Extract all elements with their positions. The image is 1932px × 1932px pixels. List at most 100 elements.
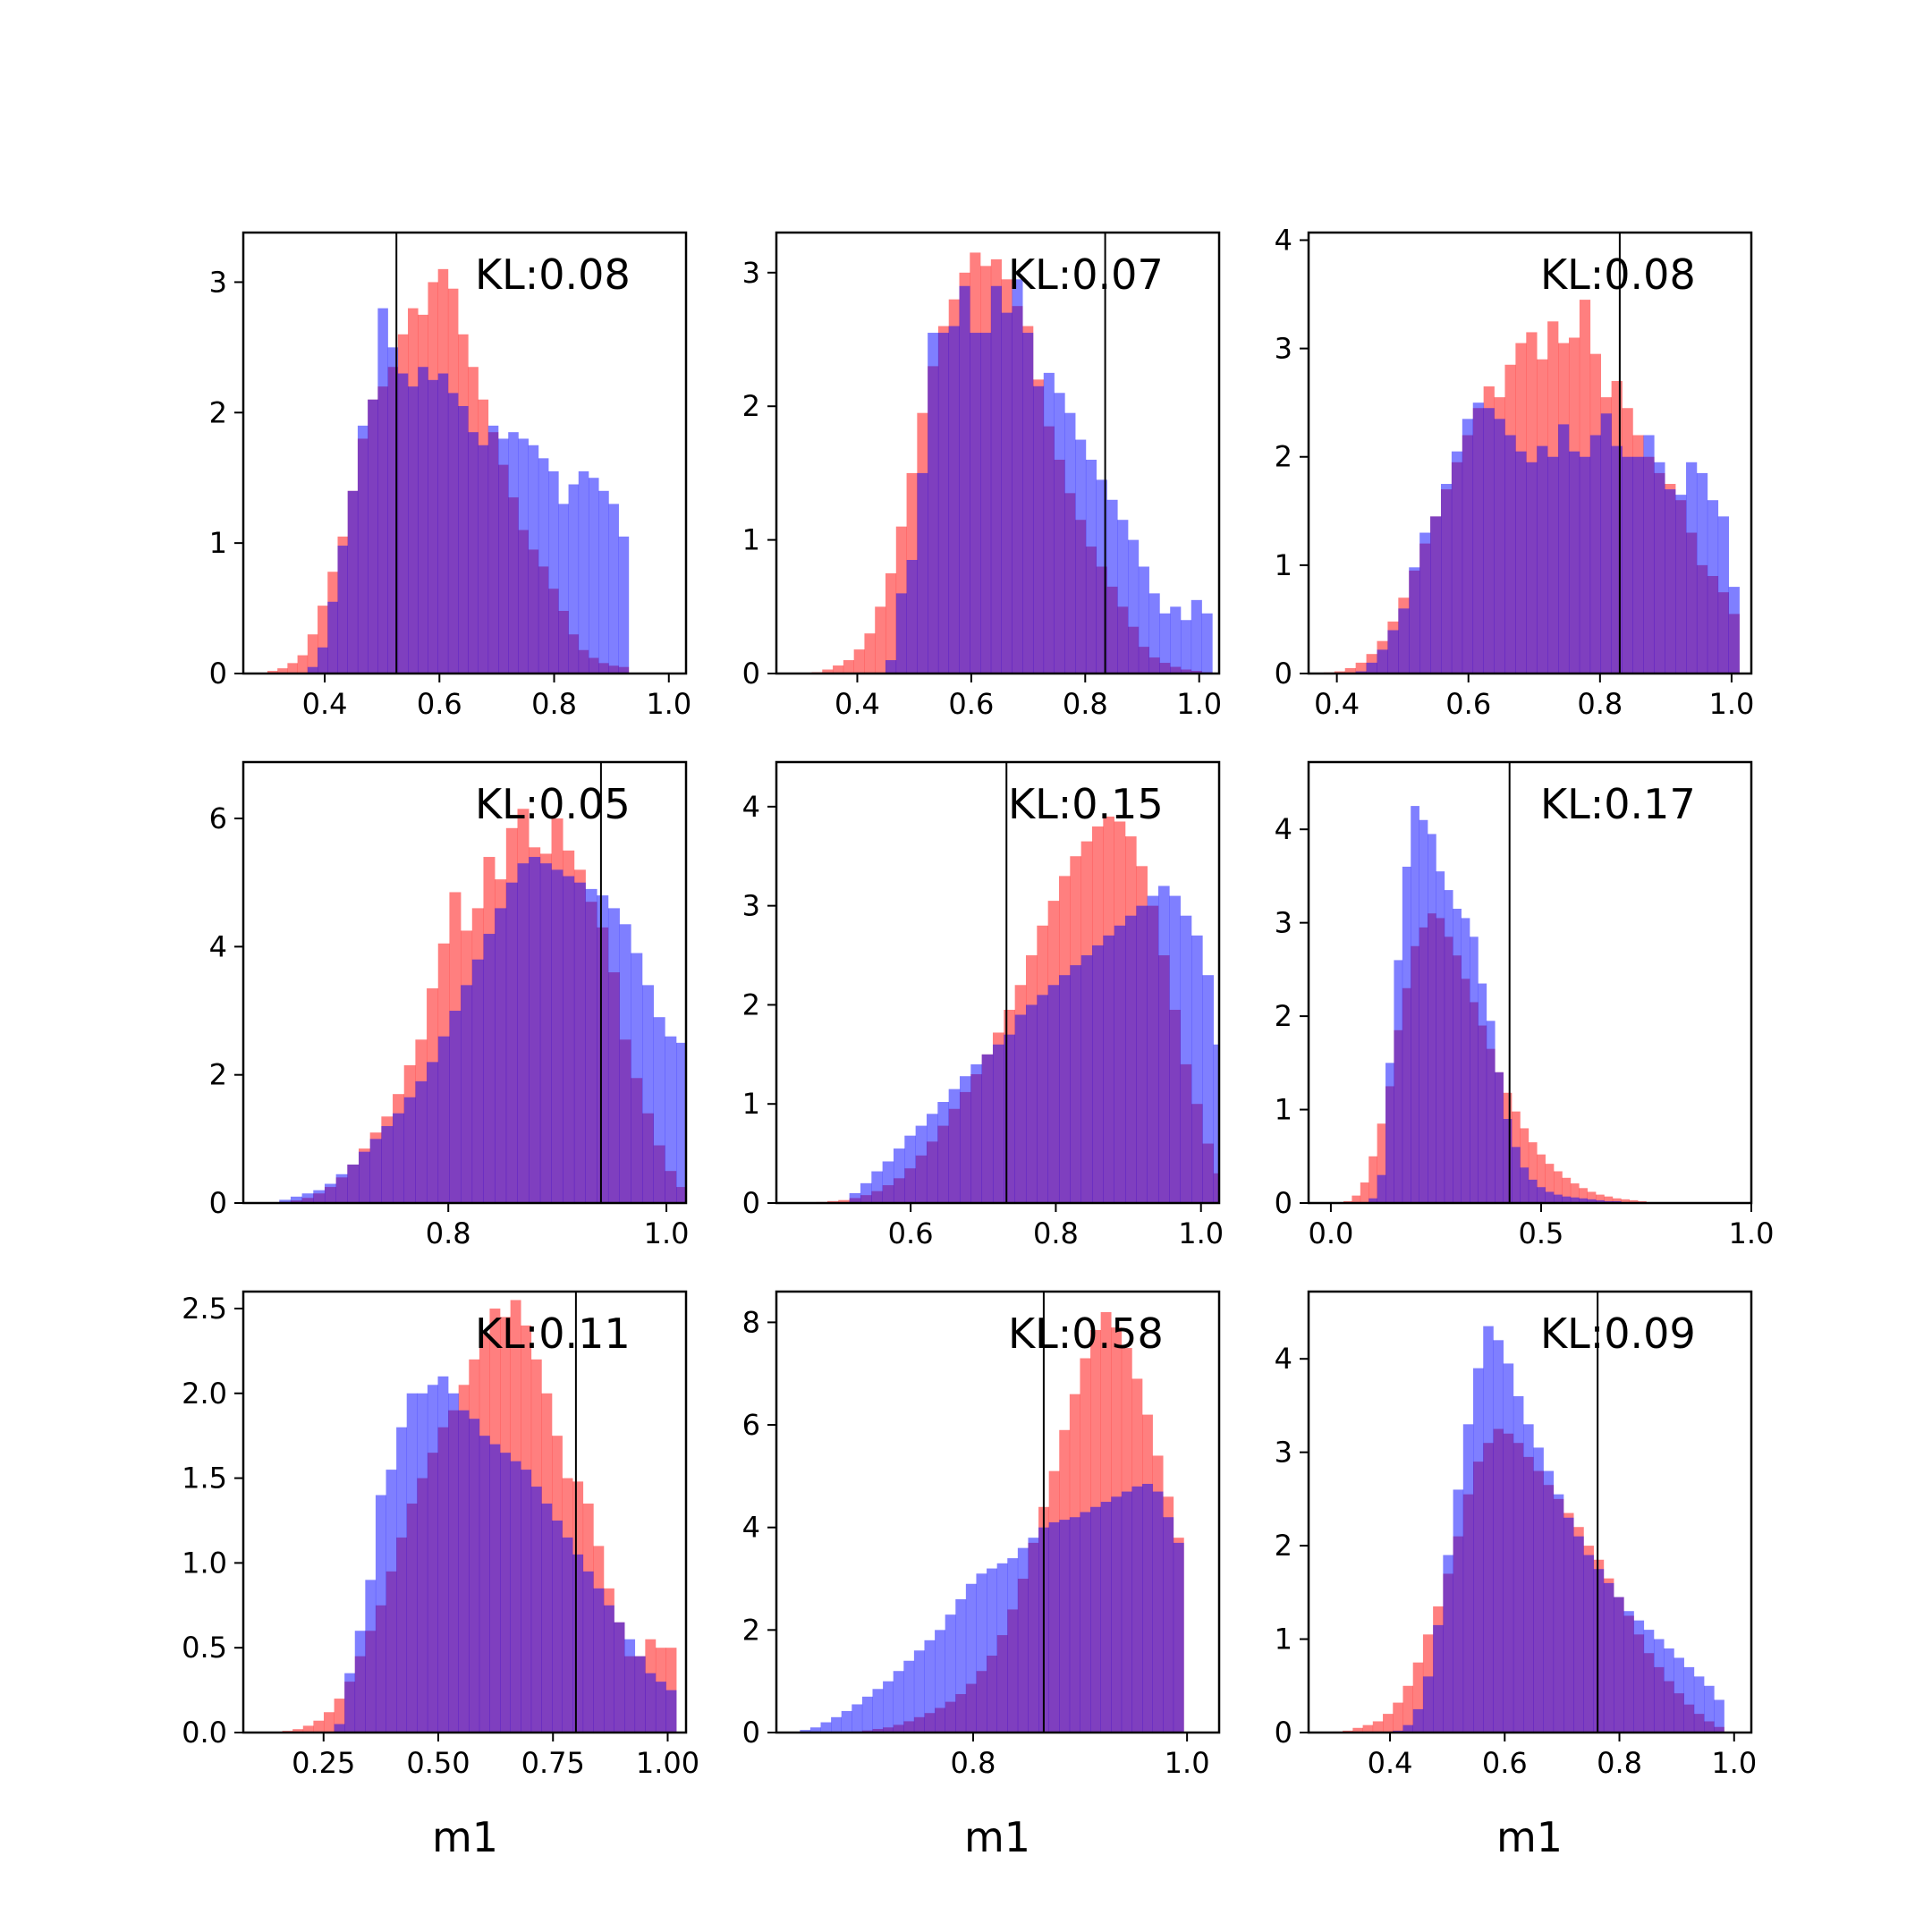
histogram-bar-blue [1470,936,1479,1203]
subplot-3: 0.4 0.6 0.8 1.0 0 1 2 3 4 KL:0.08 [1275,223,1755,721]
histogram-bar-blue [1080,1512,1091,1733]
kl-divergence-label: KL:0.08 [1540,250,1696,299]
histogram-bar-red [1360,1182,1369,1203]
histogram-bar-blue [1483,1326,1494,1733]
histogram-bar-blue [860,1182,872,1203]
y-tick-label: 3 [742,889,760,923]
histogram-bar-blue [676,1042,686,1203]
histogram-bar-blue [541,1504,553,1733]
axes-frame [242,1290,688,1734]
histogram-bar-blue [1032,386,1045,674]
y-tick-label: 1 [1275,1623,1292,1657]
histogram-bar-blue [307,666,318,674]
histogram-bar-blue [1419,532,1431,674]
y-tick-label: 2 [1275,999,1292,1033]
histogram-bar-blue [645,1673,657,1733]
x-tick-label: 0.8 [951,1746,996,1780]
histogram-bar-blue [955,1598,967,1733]
y-tick-label: 0 [209,657,227,691]
histogram-bar-blue [1213,1044,1219,1203]
histogram-bar-blue [327,601,338,674]
histogram-bar-blue [510,1461,521,1733]
histogram-bar-blue [1124,915,1137,1203]
histogram-bar-red [307,634,318,674]
histogram-bar-red [1368,1156,1377,1203]
subplot-9: 0.4 0.6 0.8 1.0 0 1 2 3 4 KL:0.09 [1275,1290,1757,1780]
histogram-bar-blue [1543,1470,1555,1733]
histogram-bar-blue [578,470,589,674]
histogram-bar-blue [1643,1630,1655,1733]
histogram-bar-blue [1704,1685,1715,1733]
histogram-bar-blue [1180,620,1192,674]
plot-area [279,762,686,1203]
histogram-bar-blue [665,1036,677,1203]
histogram-bar-blue [852,1704,863,1733]
histogram-bar-blue [354,1631,366,1733]
histogram-bar-blue [1037,995,1048,1203]
histogram-bar-blue [653,1017,665,1203]
histogram-bar-blue [1058,975,1071,1203]
histogram-bar-blue [1513,1395,1524,1733]
y-tick-label: 1 [209,526,227,560]
histogram-bar-red [1596,1194,1605,1203]
histogram-bar-blue [1573,1536,1584,1733]
histogram-bar-blue [990,285,1002,674]
histogram-bar-red [843,660,854,674]
histogram-bar-red [267,671,278,674]
plot-area [816,762,1219,1203]
histogram-bar-blue [1121,1491,1132,1733]
histogram-bar-blue [1665,489,1676,674]
histogram-bar-red [277,668,288,674]
histogram-bar-blue [665,1690,677,1733]
y-tick-label: 1.0 [182,1546,227,1580]
histogram-bar-blue [655,1682,666,1733]
histogram-bar-blue [377,308,388,674]
histogram-bar-blue [375,1495,386,1733]
histogram-bar-blue [498,438,509,674]
y-tick-label: 2 [742,1613,760,1647]
histogram-bar-blue [552,1520,563,1733]
histogram-bar-blue [1611,445,1623,674]
histogram-bar-blue [987,1568,997,1733]
histogram-bar-blue [631,953,643,1203]
histogram-bar-blue [1069,1517,1080,1733]
histogram-bar-blue [1653,1639,1665,1733]
histogram-bar-red [1554,1171,1563,1203]
histogram-bar-blue [1103,935,1114,1203]
histogram-bar-red [1545,1164,1555,1203]
axes-frame [775,760,1221,1205]
histogram-bar-blue [1654,462,1665,674]
series-blue [849,886,1219,1203]
histogram-bar-red [1604,1196,1614,1203]
histogram-bar-red [1383,1714,1394,1733]
histogram-bar-blue [1593,1569,1605,1733]
histogram-bar-blue [538,458,549,674]
histogram-bar-blue [1012,279,1023,674]
series-blue [1393,1326,1724,1733]
y-tick-label: 6 [742,1408,760,1442]
histogram-bar-blue [471,959,484,1203]
x-axis-label-col-2: m1 [964,1813,1030,1861]
x-axis-label-col-1: m1 [432,1813,498,1861]
histogram-bar-blue [1409,567,1420,674]
histogram-bar-blue [1714,1699,1724,1733]
y-tick-label: 0.0 [182,1716,227,1750]
histogram-bar-blue [551,869,564,1203]
histogram-bar-blue [1377,649,1388,674]
y-tick-label: 0 [742,1186,760,1220]
histogram-bar-blue [447,393,459,674]
histogram-bar-red [1579,1188,1588,1203]
histogram-bar-blue [1504,435,1516,674]
histogram-bar-blue [1453,908,1462,1203]
y-tick-label: 2 [209,395,227,429]
histogram-bar-blue [1451,451,1463,674]
histogram-bar-blue [1579,456,1591,674]
histogram-bar-blue [906,560,918,674]
histogram-bar-red [1562,1177,1572,1203]
histogram-bar-blue [1568,451,1580,674]
histogram-bar-blue [1528,1179,1538,1203]
histogram-bar-blue [279,1199,292,1203]
y-tick-label: 1 [742,1087,760,1121]
histogram-bar-blue [1147,895,1159,1203]
